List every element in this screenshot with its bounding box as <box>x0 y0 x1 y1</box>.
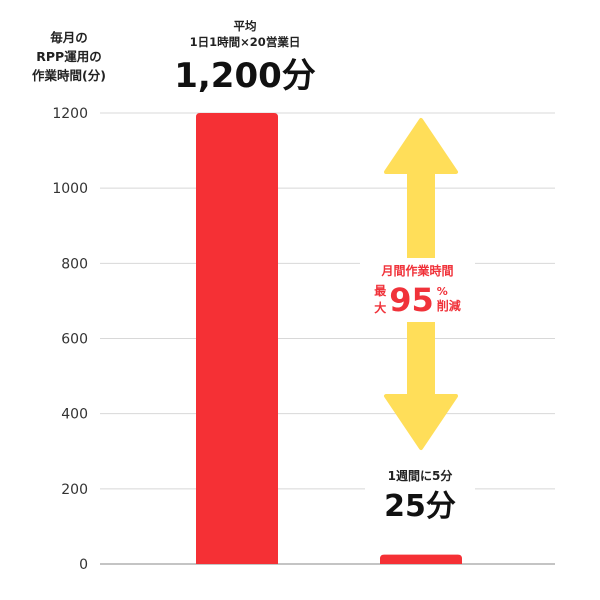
grid-lines <box>100 112 555 565</box>
bar-1 <box>196 113 278 564</box>
y-tick-label: 1200 <box>52 106 88 122</box>
reduction-max-bottom: 大 <box>374 301 387 315</box>
bar1-subtitle: 平均 1日1時間×20営業日 <box>189 19 301 49</box>
reduction-title: 月間作業時間 <box>381 264 454 278</box>
y-axis-label: 毎月の RPP運用の 作業時間(分) <box>32 30 106 83</box>
y-tick-label: 0 <box>79 557 88 573</box>
bar1-value-label: 1,200分 <box>174 56 316 96</box>
bars <box>196 113 462 564</box>
reduction-number: 95 <box>389 281 434 319</box>
y-tick-label: 800 <box>61 256 88 272</box>
reduction-label: 月間作業時間 最 大 95 % 削減 <box>360 258 475 322</box>
bar1-annotation: 平均 1日1時間×20営業日 1,200分 <box>160 18 330 96</box>
y-tick-label: 400 <box>61 407 88 423</box>
y-tick-label: 1000 <box>52 181 88 197</box>
y-tick-labels: 0 200 400 600 800 1000 1200 <box>52 106 88 573</box>
y-tick-label: 600 <box>61 332 88 348</box>
reduction-cut: 削減 <box>436 298 461 313</box>
bar-2 <box>380 554 462 564</box>
bar2-subtitle: 1週間に5分 <box>387 469 453 483</box>
bar2-value-label: 25分 <box>384 489 456 524</box>
y-tick-label: 200 <box>61 482 88 498</box>
reduction-max-top: 最 <box>374 284 387 298</box>
reduction-percent: % <box>436 284 448 298</box>
bar2-annotation: 1週間に5分 25分 <box>365 463 475 529</box>
